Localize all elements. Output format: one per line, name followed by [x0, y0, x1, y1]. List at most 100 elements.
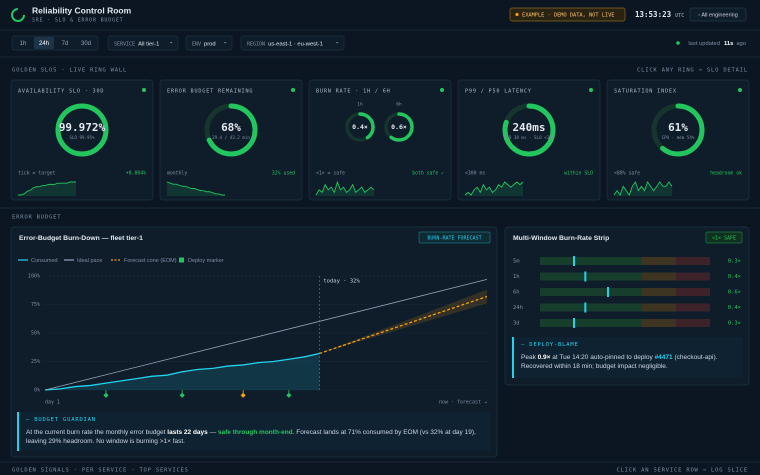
zone [540, 272, 642, 281]
last-updated: last updated 11s ago [688, 41, 746, 47]
card-bg[interactable] [606, 79, 750, 201]
deploy-blame: — DEPLOY-BLAME Peak 0.9× at Tue 14:20 au… [512, 337, 743, 378]
zone [540, 257, 642, 265]
legend-label: Ideal pace [77, 258, 102, 264]
burn-value: 0.3× [728, 259, 741, 265]
note-text: — [207, 428, 218, 436]
card-foot-value: 32% used [272, 171, 295, 177]
panel-badge [418, 231, 491, 244]
burn-marker [584, 302, 587, 313]
deploy-marker[interactable] [103, 392, 109, 398]
card-bg[interactable] [10, 79, 154, 201]
card-foot-value: within SLO [564, 171, 593, 177]
scope-button[interactable] [689, 7, 747, 22]
note-text: At the current burn rate the monthly err… [26, 428, 168, 436]
burndown-panel [10, 226, 498, 458]
deploy-link[interactable]: #4471 [654, 353, 673, 361]
range-label[interactable]: 30d [81, 41, 91, 47]
window-label: 5m [513, 259, 520, 265]
panel-badge [705, 231, 743, 244]
updated-value: 11s [724, 41, 733, 47]
ring-sub: 29.4 / 43.2 min [212, 135, 250, 140]
zone [642, 272, 676, 281]
window-label: 6h [513, 290, 520, 296]
note-emphasis: lasts 22 days [167, 428, 208, 436]
note-title: — DEPLOY-BLAME [521, 342, 579, 348]
ring-arc [651, 103, 705, 157]
status-dot [440, 88, 444, 92]
status-dot [589, 88, 593, 92]
ring-arc [384, 112, 414, 142]
ring-sub: SLO 99.95% [69, 135, 95, 140]
range-group [11, 35, 99, 51]
status-dot [738, 88, 742, 92]
section-title: GOLDEN SIGNALS · PER SERVICE · TOP SERVI… [12, 468, 189, 474]
card-foot-value: both safe ✓ [412, 171, 444, 177]
clock: 13:53:23 UTC [635, 10, 684, 19]
select-text[interactable]: SERVICE All tier-1 [114, 41, 159, 47]
card-bg[interactable] [308, 79, 452, 201]
annotation: today · 32% [323, 279, 360, 285]
card-bg[interactable] [457, 79, 601, 201]
status-dot [142, 88, 146, 92]
zone [676, 303, 710, 312]
spark-line [464, 181, 524, 196]
select-label: ENV [192, 41, 201, 47]
select-text[interactable]: REGION us-east-1 · eu-west-1 [247, 41, 323, 47]
series-line [44, 279, 488, 391]
scope-text[interactable]: ◦ All engineering [698, 12, 738, 18]
clock-tz: UTC [675, 12, 684, 18]
window-label: 24h [513, 305, 523, 311]
spark-line [315, 180, 375, 196]
select[interactable] [107, 35, 179, 51]
series-line [319, 295, 488, 355]
note-text: . Forecast lands at 71% consumed by EOM … [26, 428, 476, 446]
ring-arc [502, 103, 556, 157]
select[interactable] [240, 35, 345, 51]
panel-badge-text: BURN-RATE FORECAST [427, 235, 481, 241]
card-foot: <80% safe [614, 171, 640, 177]
card-title: BURN RATE · 1H / 6H [316, 89, 391, 95]
slo-card[interactable]: SATURATION INDEX 61%CPU · mem 54% <80% saf… [606, 79, 750, 201]
app-subtitle: SRE · SLO & ERROR BUDGET [32, 18, 123, 24]
range-label[interactable]: 1h [20, 41, 27, 47]
filter-bar: 1h 24h 7d 30d SERVICE All tier-1 ENV prod REGION… [11, 35, 345, 51]
zone [676, 257, 710, 265]
burn-marker [573, 318, 575, 328]
zone [642, 288, 676, 296]
section-title: GOLDEN SLOS · LIVE RING WALL [12, 68, 127, 74]
card-title: ERROR BUDGET REMAINING [167, 89, 253, 95]
slo-card[interactable]: BURN RATE · 1H / 6H 1h 0.4× 6h 0.6× <1× = saf… [308, 79, 452, 201]
select-caret [336, 42, 339, 44]
range-button[interactable] [34, 37, 54, 49]
card-foot: <1× = safe [316, 171, 345, 177]
y-tick-label: 75% [31, 302, 40, 308]
ring-value: 240ms [512, 121, 545, 134]
burndown-chart: Consumed Ideal pace Forecast cone (EOM) Dep… [18, 257, 488, 406]
burn-marker [584, 271, 587, 282]
range-label[interactable]: 7d [62, 41, 69, 47]
ring-value: 68% [221, 121, 241, 134]
spark-area [167, 182, 225, 196]
select-caret [170, 42, 173, 44]
zone [642, 319, 676, 327]
select[interactable] [185, 35, 233, 51]
card-bg[interactable] [159, 79, 303, 201]
card-foot: tick = target [18, 171, 56, 177]
deploy-marker[interactable] [240, 392, 246, 398]
deploy-marker[interactable] [179, 392, 185, 398]
note-text: (checkout-api). Recovered within 18 min;… [521, 353, 718, 371]
slo-card[interactable]: ERROR BUDGET REMAINING 68%29.4 / 43.2 min… [159, 79, 303, 201]
range-label[interactable]: 24h [39, 41, 49, 47]
series-line [44, 352, 320, 391]
select-caret [224, 42, 227, 44]
legend-label: Deploy marker [188, 258, 224, 264]
select-text[interactable]: ENV prod [192, 41, 216, 47]
slo-card[interactable]: AVAILABILITY SLO · 30D 99.972%SLO 99.95% t… [10, 79, 154, 201]
ring-label: 1h [357, 102, 363, 108]
ring-value: 99.972% [59, 121, 106, 134]
deploy-marker[interactable] [286, 392, 292, 398]
ring-arc [345, 112, 375, 142]
burn-strip: 5m 0.3× 1h 0.4× 6h 0.6× 24h 0.4× 3d 0.3× [513, 256, 741, 328]
